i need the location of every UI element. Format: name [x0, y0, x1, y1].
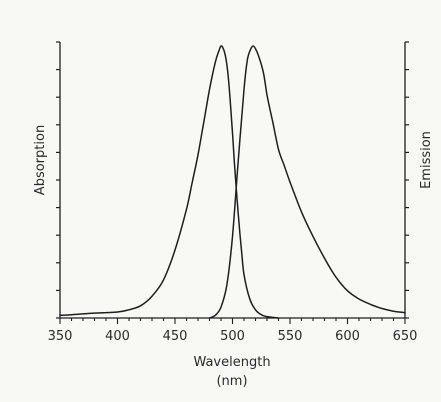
x-tick-label: 550 — [278, 329, 303, 344]
plot-area — [60, 42, 405, 318]
absorption-curve — [59, 45, 280, 319]
x-tick-label: 600 — [335, 329, 360, 344]
x-tick-label: 500 — [220, 329, 245, 344]
plot-background — [60, 42, 405, 318]
x-tick-label: 650 — [393, 329, 418, 344]
emission-curve — [208, 45, 406, 319]
x-axis-label: Wavelength — [193, 355, 270, 370]
x-tick-label: 400 — [105, 329, 130, 344]
y-axis-left-label: Absorption — [33, 125, 48, 195]
x-axis-unit-label: (nm) — [216, 374, 247, 389]
x-tick-label: 350 — [48, 329, 73, 344]
y-axis-right-label: Emission — [419, 131, 434, 189]
x-tick-label: 450 — [163, 329, 188, 344]
axes: 350 400 450 500 550 600 650 — [48, 41, 418, 344]
series-layer — [59, 45, 406, 319]
